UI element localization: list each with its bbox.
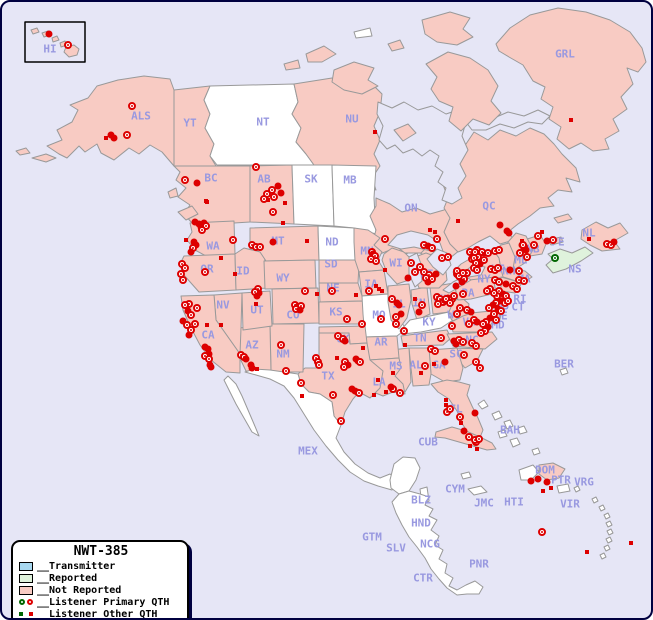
not-reported-swatch	[19, 585, 33, 595]
primary-qth-marker-icons	[19, 599, 33, 605]
legend-box: NWT-385 __Transmitter __Reported __Not R…	[11, 540, 189, 620]
transmitter-swatch	[19, 561, 33, 571]
other-qth-marker-icons	[19, 612, 33, 616]
legend-item-transmitter: __Transmitter	[19, 560, 183, 572]
legend-item-label: __Transmitter	[37, 560, 116, 572]
legend-item-reported: __Reported	[19, 572, 183, 584]
reported-swatch	[19, 573, 33, 583]
legend-item-label: __Listener Other QTH	[37, 608, 158, 620]
legend-item-not-reported: __Not Reported	[19, 584, 183, 596]
legend-item-label: __Listener Primary QTH	[37, 596, 170, 608]
legend-item-primary-qth: __Listener Primary QTH	[19, 596, 183, 608]
green-square-icon	[19, 612, 23, 616]
green-ring-icon	[19, 599, 25, 605]
red-ring-icon	[27, 599, 33, 605]
legend-item-other-qth: __Listener Other QTH	[19, 608, 183, 620]
hawaii-inset-box	[24, 21, 86, 63]
red-square-icon	[29, 612, 33, 616]
legend-item-label: __Not Reported	[37, 584, 122, 596]
legend-title: NWT-385	[73, 544, 129, 559]
legend-item-label: __Reported	[37, 572, 98, 584]
